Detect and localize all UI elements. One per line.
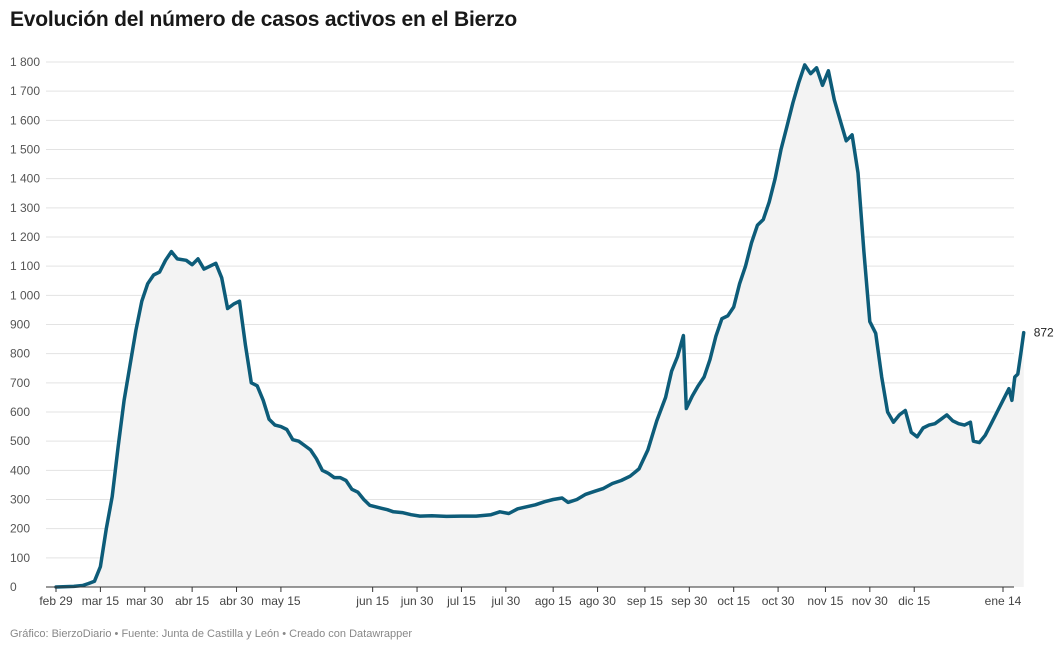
y-axis-labels: 0 100 200 300 400 500 600 700 800 900 1 000 1 100 1 … <box>10 55 40 594</box>
y-tick-label: 800 <box>10 347 30 361</box>
y-tick-label: 400 <box>10 463 30 477</box>
x-tick-label: sep 15 <box>627 594 663 608</box>
y-tick-label: 0 <box>10 580 17 594</box>
x-tick-label: nov 30 <box>852 594 888 608</box>
y-tick-label: 300 <box>10 493 30 507</box>
x-tick-label: oct 30 <box>762 594 795 608</box>
footer-credits: Gráfico: BierzoDiario • Fuente: Junta de… <box>10 628 413 640</box>
y-tick-label: 200 <box>10 522 30 536</box>
y-tick-label: 100 <box>10 551 30 565</box>
x-tick-label: may 15 <box>261 594 301 608</box>
area-fill <box>56 64 1024 587</box>
y-tick-label: 1 700 <box>10 84 40 98</box>
x-tick-label: jul 15 <box>446 594 476 608</box>
x-tick-label: mar 15 <box>82 594 120 608</box>
y-tick-label: 500 <box>10 434 30 448</box>
x-tick-label: abr 30 <box>220 594 254 608</box>
line-chart: 0 100 200 300 400 500 600 700 800 900 1 000 1 100 1 … <box>10 55 1054 608</box>
y-tick-label: 1 400 <box>10 172 40 186</box>
y-tick-label: 900 <box>10 318 30 332</box>
x-tick-label: jul 30 <box>490 594 520 608</box>
series-line <box>54 63 1026 589</box>
x-tick-label: feb 29 <box>39 594 73 608</box>
x-tick-label: mar 30 <box>126 594 164 608</box>
x-tick-label: oct 15 <box>717 594 750 608</box>
y-tick-label: 1 000 <box>10 288 40 302</box>
y-tick-label: 1 100 <box>10 259 40 273</box>
x-tick-label: nov 15 <box>807 594 843 608</box>
y-tick-label: 1 800 <box>10 55 40 69</box>
y-tick-label: 600 <box>10 405 30 419</box>
x-tick-label: jun 15 <box>355 594 389 608</box>
chart-title: Evolución del número de casos activos en… <box>10 8 517 31</box>
x-tick-label: dic 15 <box>898 594 930 608</box>
x-tick-label: ago 30 <box>579 594 616 608</box>
x-tick-label: abr 15 <box>175 594 209 608</box>
x-tick-label: jun 30 <box>400 594 434 608</box>
y-tick-label: 1 200 <box>10 230 40 244</box>
y-tick-label: 700 <box>10 376 30 390</box>
x-tick-label: sep 30 <box>671 594 707 608</box>
y-tick-label: 1 600 <box>10 113 40 127</box>
y-tick-label: 1 300 <box>10 201 40 215</box>
y-tick-label: 1 500 <box>10 143 40 157</box>
x-tick-label: ago 15 <box>535 594 572 608</box>
x-tick-label: ene 14 <box>985 594 1022 608</box>
x-axis-labels: feb 29 mar 15 mar 30 abr 15 abr 30 may 15 jun … <box>39 587 1022 608</box>
end-value-label: 872 <box>1034 326 1054 340</box>
